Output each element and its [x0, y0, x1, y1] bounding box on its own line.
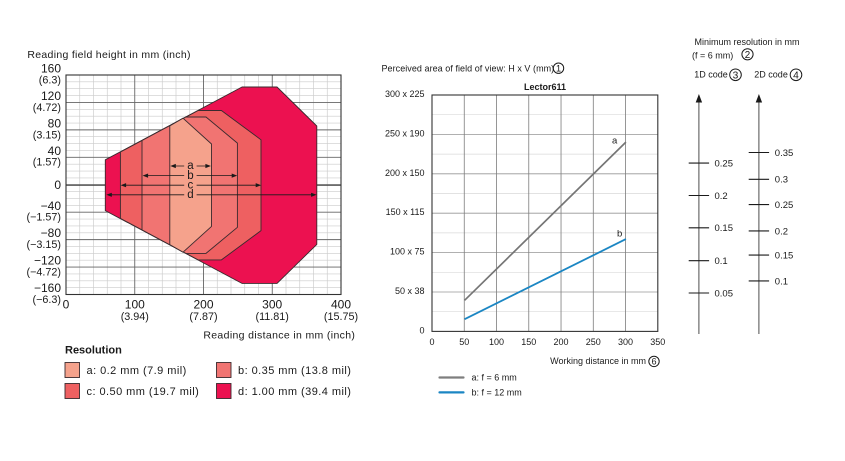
svg-text:0.3: 0.3: [775, 175, 788, 186]
svg-text:−160: −160: [34, 281, 61, 295]
svg-text:200 x 150: 200 x 150: [385, 168, 425, 178]
svg-text:(3.94): (3.94): [121, 311, 149, 323]
svg-text:100 x 75: 100 x 75: [390, 247, 425, 257]
svg-text:0: 0: [429, 337, 434, 347]
svg-text:(6.3): (6.3): [39, 74, 61, 86]
svg-text:0.2: 0.2: [715, 191, 728, 202]
svg-text:b: b: [617, 229, 622, 240]
svg-text:160: 160: [41, 62, 61, 76]
svg-text:d: 1.00 mm (39.4 mil): d: 1.00 mm (39.4 mil): [238, 386, 351, 398]
svg-text:200: 200: [553, 337, 568, 347]
svg-text:(4.72): (4.72): [33, 102, 61, 114]
svg-text:(11.81): (11.81): [255, 311, 288, 323]
svg-text:a: 0.2 mm (7.9 mil): a: 0.2 mm (7.9 mil): [87, 365, 187, 377]
svg-text:40: 40: [48, 144, 62, 158]
svg-text:a: a: [612, 136, 618, 147]
svg-text:0.25: 0.25: [775, 200, 794, 211]
svg-text:0.1: 0.1: [775, 276, 788, 287]
svg-text:0.2: 0.2: [775, 226, 788, 237]
svg-text:Reading distance in mm (inch): Reading distance in mm (inch): [203, 330, 355, 342]
svg-text:Working distance in mm: Working distance in mm: [550, 356, 646, 366]
svg-text:c: c: [188, 179, 194, 191]
svg-text:b: b: [187, 170, 193, 182]
svg-text:6: 6: [651, 357, 656, 367]
svg-text:(−1.57): (−1.57): [26, 212, 61, 224]
svg-text:(7.87): (7.87): [189, 311, 217, 323]
svg-text:50: 50: [459, 337, 469, 347]
svg-text:Minimum resolution in mm: Minimum resolution in mm: [695, 37, 800, 47]
svg-text:(3.15): (3.15): [33, 129, 61, 141]
svg-text:2: 2: [745, 50, 750, 61]
svg-text:100: 100: [125, 297, 145, 311]
svg-text:300: 300: [618, 337, 633, 347]
svg-text:1D code: 1D code: [694, 69, 728, 79]
svg-text:(f = 6 mm): (f = 6 mm): [692, 50, 733, 60]
svg-text:300 x 225: 300 x 225: [385, 89, 425, 99]
svg-text:a: f = 6 mm: a: f = 6 mm: [472, 373, 517, 383]
svg-text:0.15: 0.15: [715, 223, 734, 234]
svg-text:50 x 38: 50 x 38: [395, 286, 425, 296]
svg-text:Lector611: Lector611: [524, 82, 566, 92]
svg-text:Reading field height in mm (in: Reading field height in mm (inch): [27, 49, 190, 61]
svg-text:0: 0: [419, 325, 424, 335]
svg-text:350: 350: [650, 337, 665, 347]
svg-text:(15.75): (15.75): [324, 311, 358, 323]
svg-text:d: d: [187, 189, 193, 201]
svg-text:Resolution: Resolution: [65, 345, 122, 357]
svg-text:−80: −80: [41, 226, 62, 240]
svg-text:b: f = 12 mm: b: f = 12 mm: [472, 388, 522, 398]
svg-text:150 x 115: 150 x 115: [386, 207, 425, 217]
svg-text:400: 400: [331, 297, 351, 311]
svg-text:−120: −120: [34, 254, 61, 268]
svg-text:(1.57): (1.57): [33, 157, 61, 169]
svg-text:0.15: 0.15: [775, 251, 794, 262]
svg-text:200: 200: [193, 297, 213, 311]
svg-text:3: 3: [733, 71, 739, 82]
svg-text:0.05: 0.05: [715, 288, 734, 299]
svg-text:(−3.15): (−3.15): [26, 239, 61, 251]
svg-text:0: 0: [54, 178, 61, 192]
svg-text:1: 1: [556, 64, 561, 74]
svg-text:(−4.72): (−4.72): [26, 267, 61, 279]
svg-text:4: 4: [793, 71, 799, 82]
svg-text:100: 100: [489, 337, 504, 347]
svg-text:0.25: 0.25: [715, 159, 734, 170]
svg-text:120: 120: [41, 89, 61, 103]
svg-text:−40: −40: [41, 199, 62, 213]
svg-text:Perceived area of field of vie: Perceived area of field of view: H x V (…: [382, 63, 555, 73]
svg-text:250: 250: [586, 337, 601, 347]
svg-text:2D code: 2D code: [754, 69, 788, 79]
svg-text:80: 80: [48, 117, 62, 131]
svg-text:0.35: 0.35: [775, 148, 794, 159]
svg-text:150: 150: [521, 337, 536, 347]
svg-text:0: 0: [63, 297, 70, 311]
svg-text:0.1: 0.1: [715, 256, 728, 267]
svg-text:(−6.3): (−6.3): [32, 294, 61, 306]
svg-text:a: a: [187, 160, 194, 172]
svg-text:b: 0.35 mm (13.8 mil): b: 0.35 mm (13.8 mil): [238, 365, 351, 377]
svg-text:250 x 190: 250 x 190: [385, 128, 425, 138]
svg-text:c: 0.50 mm (19.7 mil): c: 0.50 mm (19.7 mil): [87, 386, 200, 398]
svg-text:300: 300: [262, 297, 282, 311]
